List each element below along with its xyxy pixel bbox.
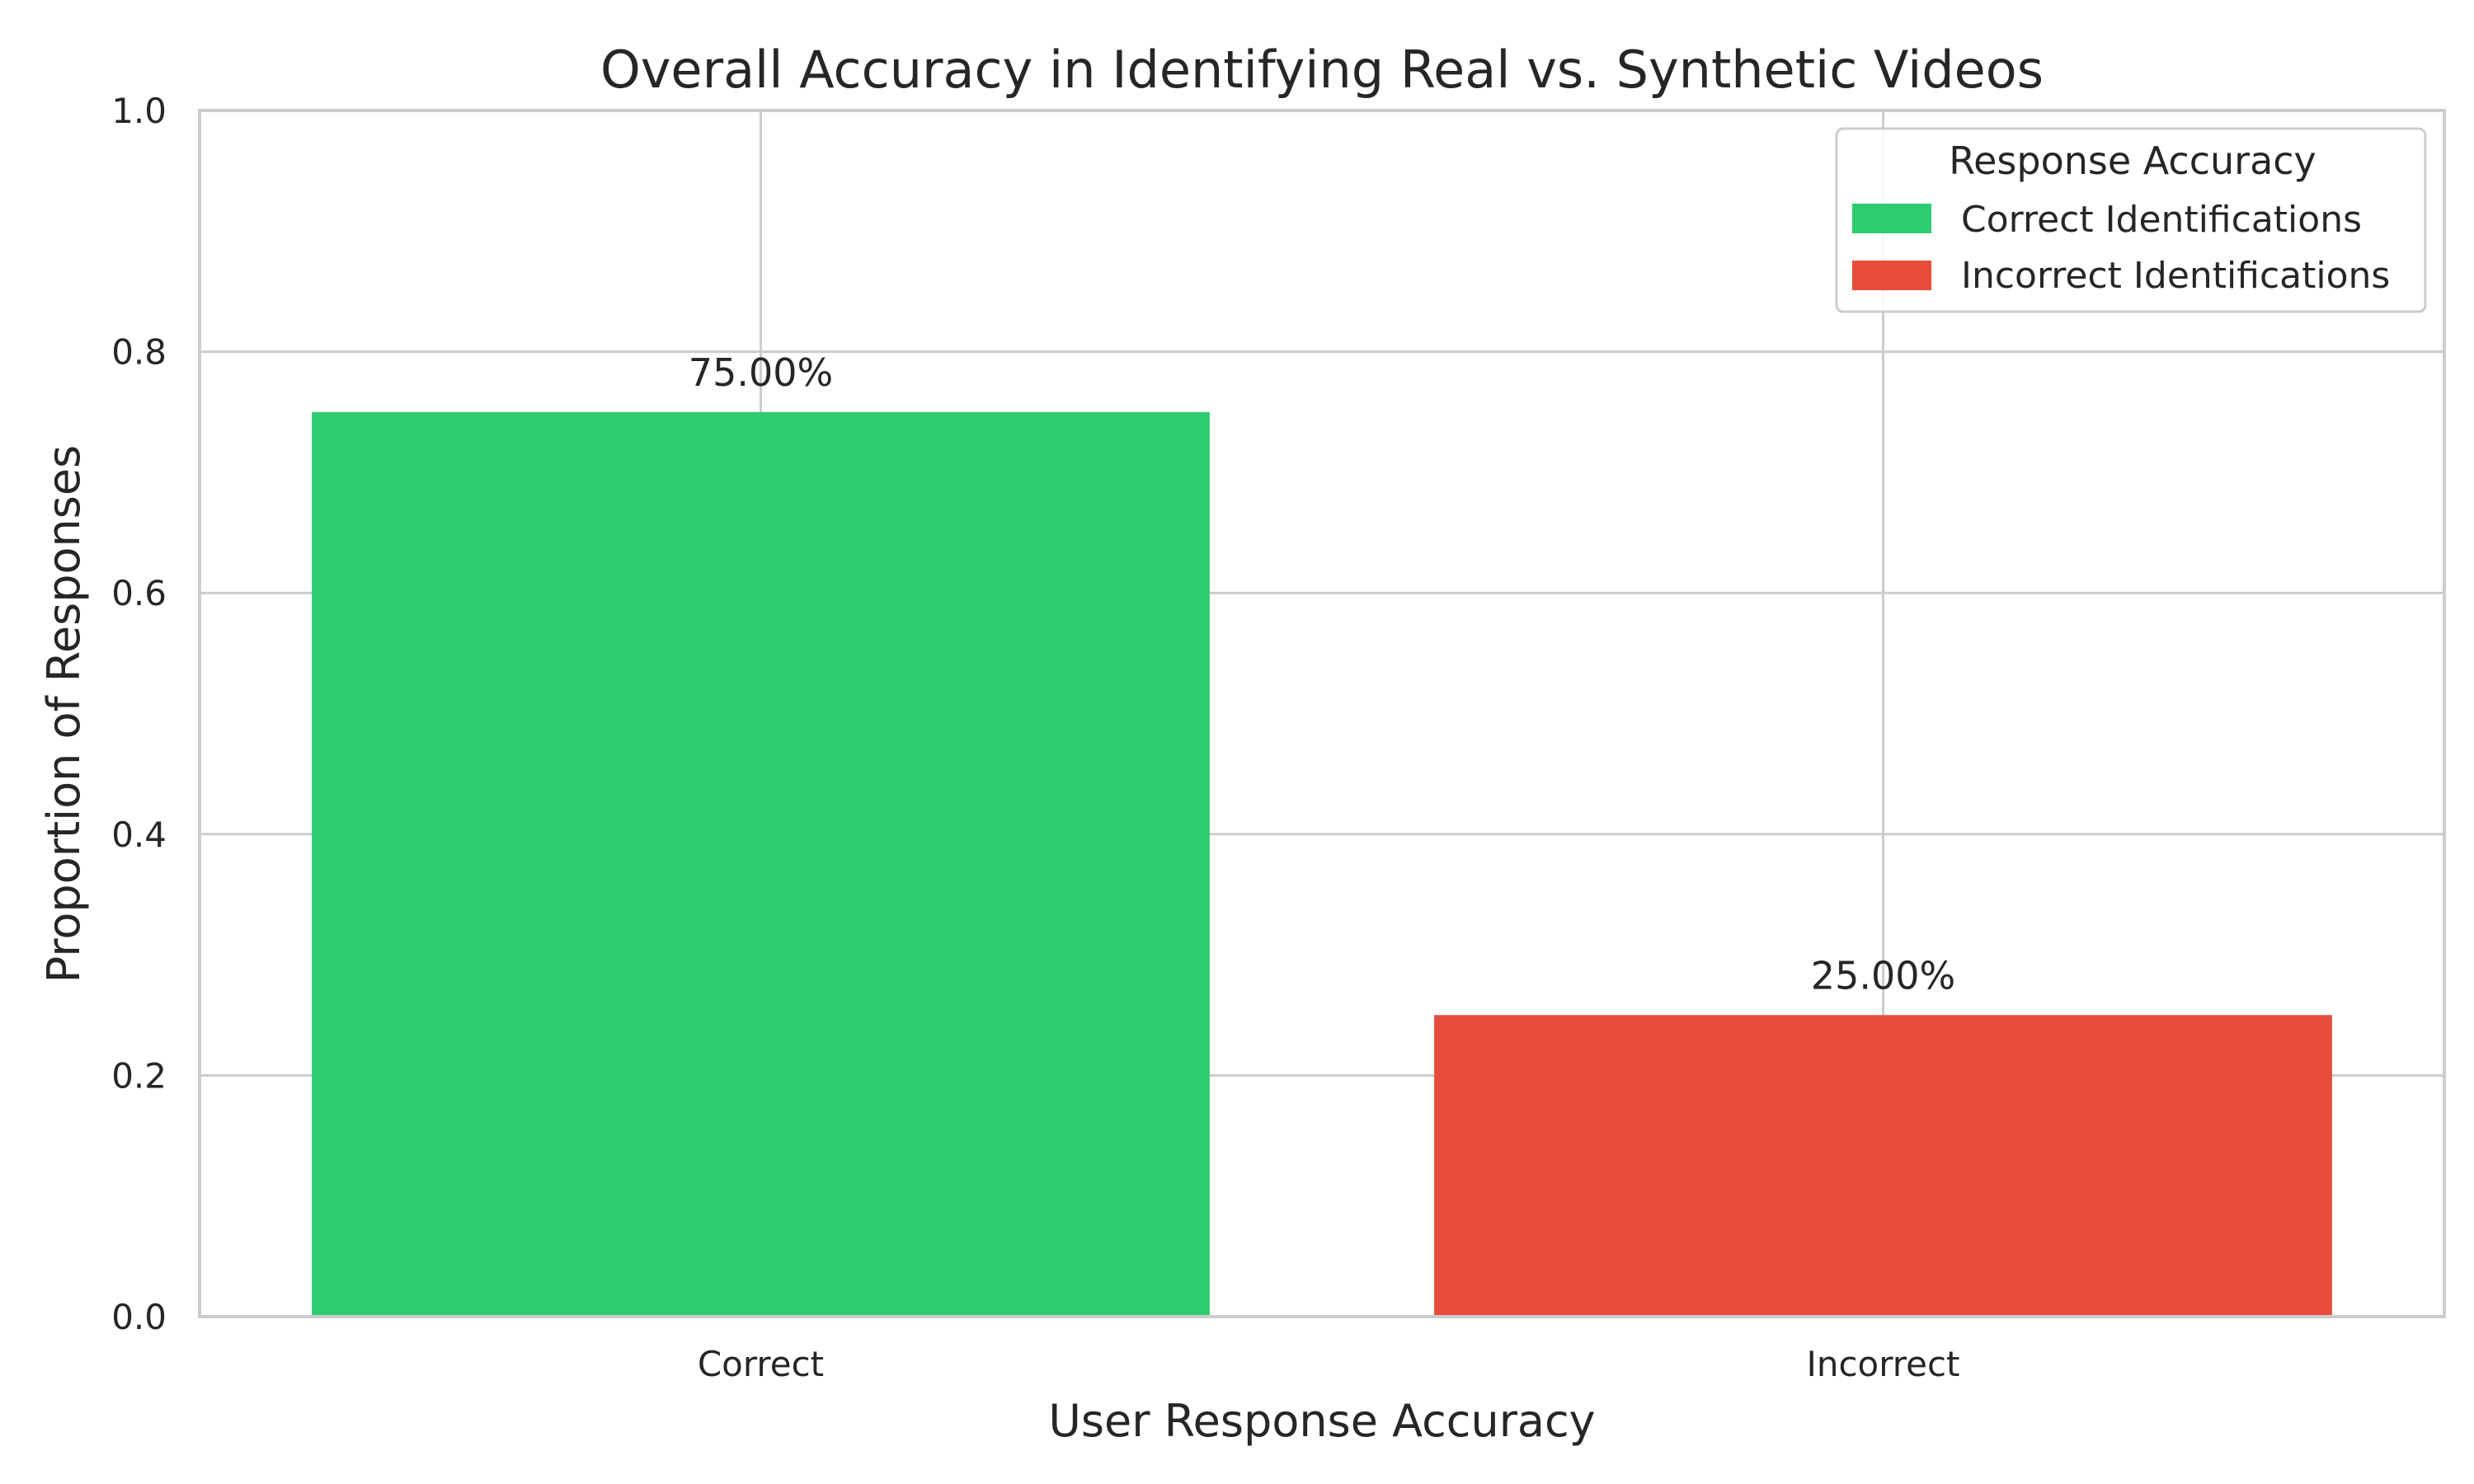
data-label-correct: 75.00% <box>689 350 833 395</box>
y-tick-label: 1.0 <box>111 91 167 131</box>
legend-box <box>1835 127 2427 313</box>
data-label-incorrect: 25.00% <box>1811 953 1955 998</box>
bar-correct <box>312 411 1210 1317</box>
y-axis-label: Proportion of Responses <box>38 445 90 983</box>
legend: Response Accuracy Correct Identification… <box>1835 127 2427 313</box>
bars <box>312 411 2332 1317</box>
bar-incorrect <box>1434 1015 2332 1317</box>
y-tick-label: 0.2 <box>111 1055 167 1096</box>
legend-swatch-incorrect <box>1852 261 1931 290</box>
legend-label-incorrect: Incorrect Identifications <box>1961 255 2390 297</box>
legend-label-correct: Correct Identifications <box>1961 199 2362 241</box>
x-tick-label: Incorrect <box>1806 1344 1959 1384</box>
chart-title: Overall Accuracy in Identifying Real vs.… <box>600 40 2044 100</box>
y-tick-label: 0.4 <box>111 815 167 855</box>
x-tick-label: Correct <box>698 1344 824 1384</box>
data-labels: 75.00% 25.00% <box>689 350 1955 998</box>
y-tick-label: 0.0 <box>111 1297 167 1337</box>
x-axis-ticks: Correct Incorrect <box>698 1344 1960 1384</box>
legend-title: Response Accuracy <box>1949 139 2316 183</box>
y-tick-label: 0.8 <box>111 332 167 373</box>
y-axis-ticks: 0.0 0.2 0.4 0.6 0.8 1.0 <box>111 91 167 1337</box>
legend-swatch-correct <box>1852 204 1931 233</box>
y-tick-label: 0.6 <box>111 573 167 613</box>
x-axis-label: User Response Accuracy <box>1048 1395 1595 1447</box>
plot-frame <box>198 109 2446 1318</box>
